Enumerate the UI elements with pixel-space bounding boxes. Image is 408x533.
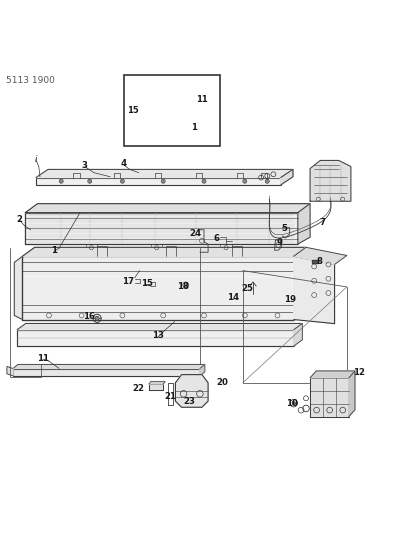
Polygon shape bbox=[17, 330, 294, 346]
Text: 11: 11 bbox=[196, 95, 208, 104]
Text: 8: 8 bbox=[316, 257, 322, 266]
Polygon shape bbox=[22, 256, 294, 320]
Circle shape bbox=[243, 179, 247, 183]
Circle shape bbox=[265, 179, 269, 183]
Text: 13: 13 bbox=[152, 332, 164, 341]
Text: 2: 2 bbox=[17, 215, 22, 224]
Text: 5113 1900: 5113 1900 bbox=[6, 76, 55, 85]
Polygon shape bbox=[149, 384, 163, 390]
Text: 24: 24 bbox=[190, 229, 202, 238]
Polygon shape bbox=[36, 169, 293, 177]
Polygon shape bbox=[200, 365, 205, 376]
Circle shape bbox=[95, 316, 99, 320]
Text: 16: 16 bbox=[83, 312, 95, 321]
Text: 9: 9 bbox=[277, 238, 282, 247]
Polygon shape bbox=[294, 256, 335, 324]
Polygon shape bbox=[25, 213, 298, 244]
Bar bbox=[124, 75, 220, 146]
Text: 21: 21 bbox=[164, 392, 177, 401]
Polygon shape bbox=[149, 382, 165, 384]
Polygon shape bbox=[294, 247, 306, 320]
Polygon shape bbox=[22, 247, 306, 256]
Circle shape bbox=[161, 179, 165, 183]
Polygon shape bbox=[310, 160, 351, 201]
Text: 4: 4 bbox=[120, 159, 126, 168]
Polygon shape bbox=[349, 371, 355, 417]
Polygon shape bbox=[312, 260, 318, 263]
Text: 25: 25 bbox=[242, 284, 254, 293]
Text: 12: 12 bbox=[353, 368, 365, 377]
Circle shape bbox=[88, 179, 92, 183]
Text: 19: 19 bbox=[284, 295, 297, 304]
Polygon shape bbox=[281, 169, 293, 185]
Text: 18: 18 bbox=[177, 282, 189, 292]
Text: i: i bbox=[35, 155, 37, 164]
Text: 5: 5 bbox=[282, 224, 288, 232]
Polygon shape bbox=[25, 204, 310, 213]
Polygon shape bbox=[298, 204, 310, 244]
Circle shape bbox=[120, 179, 124, 183]
Text: 17: 17 bbox=[122, 277, 135, 286]
Polygon shape bbox=[13, 368, 200, 376]
Text: 10: 10 bbox=[286, 399, 298, 408]
Text: 22: 22 bbox=[132, 384, 144, 393]
Text: 1: 1 bbox=[191, 123, 197, 132]
Text: 11: 11 bbox=[37, 354, 49, 363]
Polygon shape bbox=[175, 375, 208, 407]
Polygon shape bbox=[13, 365, 205, 368]
Text: 14: 14 bbox=[227, 293, 239, 302]
Circle shape bbox=[202, 179, 206, 183]
Text: 15: 15 bbox=[127, 106, 138, 115]
Text: 3: 3 bbox=[82, 161, 88, 170]
Polygon shape bbox=[17, 324, 302, 330]
Circle shape bbox=[59, 179, 63, 183]
Polygon shape bbox=[294, 247, 347, 264]
Text: 7: 7 bbox=[319, 217, 326, 227]
Polygon shape bbox=[294, 324, 302, 346]
Text: 6: 6 bbox=[213, 235, 219, 243]
Polygon shape bbox=[310, 378, 349, 417]
Text: 20: 20 bbox=[216, 378, 228, 387]
Polygon shape bbox=[7, 367, 13, 376]
Polygon shape bbox=[310, 371, 355, 378]
Text: 1: 1 bbox=[51, 246, 57, 255]
Polygon shape bbox=[36, 177, 281, 185]
Polygon shape bbox=[14, 256, 22, 320]
Text: 15: 15 bbox=[141, 279, 153, 288]
Text: 23: 23 bbox=[184, 398, 196, 407]
Circle shape bbox=[292, 401, 295, 405]
